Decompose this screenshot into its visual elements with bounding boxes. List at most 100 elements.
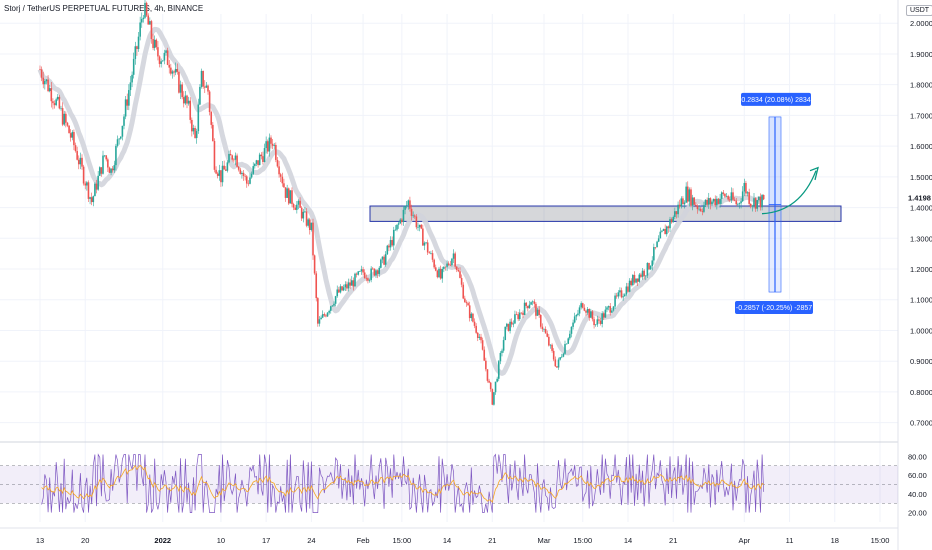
candle [680,196,683,209]
candle [409,196,411,212]
candle [363,269,366,279]
candle [544,326,547,334]
candle [677,201,679,218]
time-tick: 20 [81,536,89,545]
candle [494,381,497,395]
candle [749,203,752,209]
candle [378,266,381,277]
candle [338,286,340,294]
candle [460,274,463,288]
candle [740,198,742,209]
candle [81,154,83,170]
candle [231,154,234,162]
candle [514,310,516,324]
candle [420,223,423,230]
candle [520,312,523,315]
candle [665,225,668,237]
candle [570,326,573,338]
candle [173,69,175,77]
candle [310,222,313,232]
candle [581,302,584,309]
measure-up-label: 0.2834 (20.08%) 2834 [741,92,811,106]
candle [497,360,500,382]
candle [268,133,271,157]
candle [220,170,222,187]
candle [39,65,41,71]
candle [108,166,111,173]
candle [94,182,96,197]
candle [275,142,277,163]
candle [331,305,334,307]
candle [530,301,532,305]
candle [759,193,762,211]
candle [651,256,654,271]
candle [40,66,43,82]
candle [602,311,605,321]
candle [215,166,217,175]
candle [165,49,167,56]
candle [675,211,678,219]
candle [704,199,707,208]
candle [678,199,681,209]
rsi-signal-line [41,464,764,503]
candle [685,182,687,204]
candle [283,178,285,188]
candle [709,197,712,210]
time-tick: 15:00 [871,536,890,545]
candle [237,165,240,172]
candle [560,353,563,359]
rsi-line [41,453,765,513]
candle [300,206,303,222]
candle [672,215,675,223]
candle [383,254,385,266]
rsi-tick: 60.00 [908,471,927,480]
price-tick: 0.8000 [910,388,932,397]
candle [239,167,242,175]
candle [61,102,64,127]
candle [738,202,741,209]
candle [375,269,377,279]
candle [741,186,744,203]
candle [539,314,542,329]
support-resistance-zone[interactable] [369,205,842,222]
candle [249,172,251,185]
time-tick: 15:00 [573,536,592,545]
candle [124,96,127,120]
candle [328,309,330,315]
candle [486,369,489,383]
time-axis: 13 20 2022 10 17 24 Feb 15:00 14 21 Mar 15:00 14 21 Ap… [36,536,890,545]
price-tick: 1.2000 [910,265,932,274]
candle [567,337,570,344]
candle [205,81,208,88]
candle [754,197,757,212]
candle [233,158,235,163]
currency-badge[interactable]: USDT [906,5,932,16]
candle [194,125,196,139]
candle [149,17,151,25]
candle [428,251,431,254]
projection-arrow[interactable] [761,170,817,215]
candle [662,228,665,232]
candle [228,150,230,164]
candle [182,91,185,108]
candle [344,281,347,291]
candle [97,171,99,191]
candle [207,84,209,95]
price-tick: 1.9000 [910,50,932,59]
candle [583,304,586,312]
candle [210,110,213,129]
candle [640,272,642,279]
candle [554,356,557,368]
candle [48,84,51,93]
candle [359,270,361,272]
candle [294,205,297,211]
candle [221,161,224,187]
candle [187,96,190,106]
candle [632,274,634,287]
candle [758,196,760,204]
candle [455,266,458,273]
candle [502,336,505,353]
candle [496,376,498,383]
time-tick: 2022 [154,536,171,545]
